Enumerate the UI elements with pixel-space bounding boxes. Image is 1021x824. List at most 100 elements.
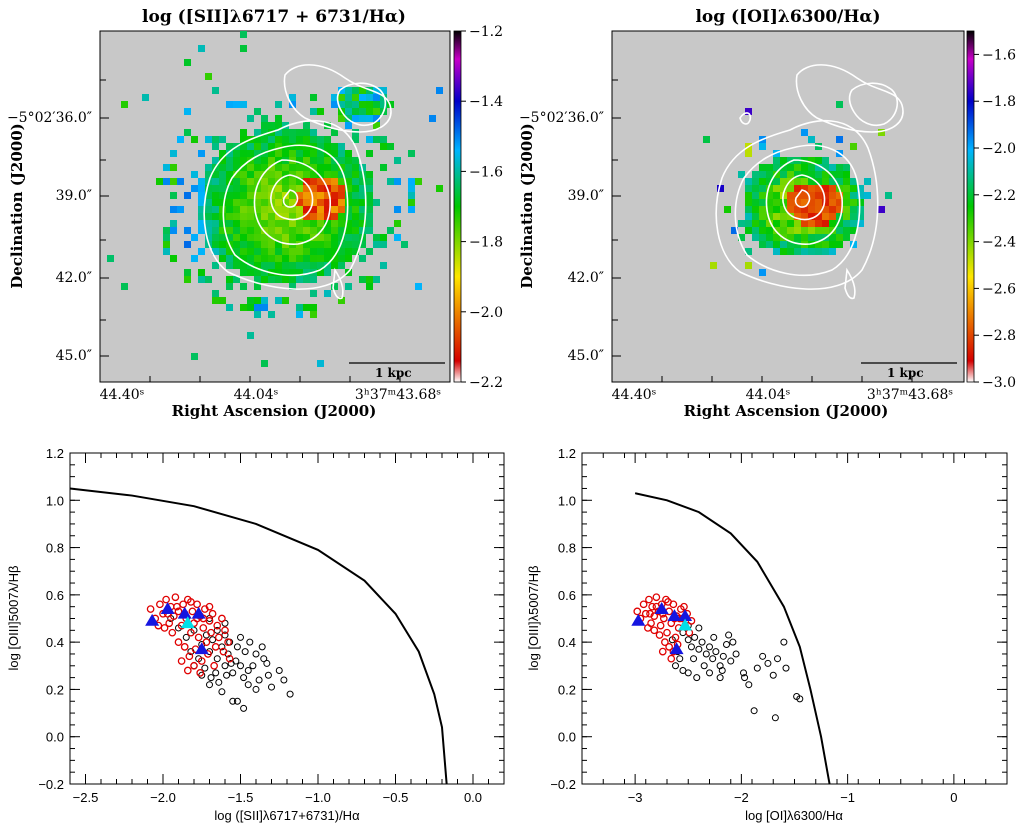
map-pixel — [310, 255, 317, 262]
map-pixel — [394, 178, 401, 185]
black-point — [753, 664, 761, 672]
map-pixel — [198, 213, 205, 220]
map-pixel — [198, 150, 205, 157]
map-pixel — [815, 220, 822, 227]
red-point — [219, 647, 228, 656]
map-pixel — [275, 269, 282, 276]
red-point — [639, 600, 648, 609]
map-pixel — [738, 220, 745, 227]
map-pixel — [878, 129, 885, 136]
map-pixel — [275, 129, 282, 136]
black-point — [258, 643, 266, 651]
black-point — [741, 674, 749, 682]
map-pixel — [282, 164, 289, 171]
map-pixel — [787, 213, 794, 220]
map-pixel — [836, 227, 843, 234]
map-pixel — [275, 206, 282, 213]
black-point — [227, 659, 235, 667]
x-tick-label: −2 — [734, 790, 749, 805]
map-pixel — [296, 220, 303, 227]
black-point — [710, 633, 718, 641]
map-pixel — [387, 227, 394, 234]
red-point — [662, 595, 670, 604]
map-pixel — [338, 115, 345, 122]
map-pixel — [247, 143, 254, 150]
scale-bar: 1 kpc — [861, 362, 957, 380]
map-pixel — [808, 220, 815, 227]
map-pixel — [198, 248, 205, 255]
map-pixel — [184, 59, 191, 66]
map-pixel — [345, 227, 352, 234]
map-pixel — [254, 227, 261, 234]
map-pixel — [268, 227, 275, 234]
map-pixel — [233, 241, 240, 248]
map-pixel — [247, 332, 254, 339]
map-pixel — [380, 94, 387, 101]
map-pixel — [184, 129, 191, 136]
map-pixel — [170, 192, 177, 199]
map-pixel — [359, 241, 366, 248]
x-tick-label: −2.0 — [150, 790, 176, 805]
map-pixel — [338, 101, 345, 108]
black-point — [676, 655, 684, 663]
map-pixel — [268, 171, 275, 178]
black-point — [769, 671, 777, 679]
map-pixel — [324, 269, 331, 276]
map-pixel — [289, 227, 296, 234]
map-pixel — [268, 150, 275, 157]
map-pixel — [205, 199, 212, 206]
blue-triangle — [669, 642, 684, 655]
map-pixel — [373, 199, 380, 206]
map-pixel — [247, 269, 254, 276]
map-pixel — [275, 171, 282, 178]
map-pixel — [352, 220, 359, 227]
black-point — [223, 671, 231, 679]
map-pixel — [415, 178, 422, 185]
map-pixel — [766, 234, 773, 241]
colorbar-tick-label: −1.6 — [982, 47, 1016, 63]
map-pixel — [345, 255, 352, 262]
map-pixel — [247, 199, 254, 206]
map-pixel — [380, 164, 387, 171]
map-pixel — [745, 220, 752, 227]
black-point — [182, 633, 190, 641]
map-pixel — [254, 178, 261, 185]
map-pixel — [205, 185, 212, 192]
map-pixel — [233, 206, 240, 213]
map-pixel — [780, 213, 787, 220]
map-pixel — [282, 241, 289, 248]
map-pixel — [296, 157, 303, 164]
map-pixel — [184, 276, 191, 283]
map-pixel — [233, 255, 240, 262]
map-pixel — [745, 108, 752, 115]
x-tick-label: 44.40ˢ — [612, 387, 657, 403]
map-pixel — [226, 304, 233, 311]
map-pixel — [773, 206, 780, 213]
x-axis-label: log [OI]λ6300/Hα — [745, 808, 843, 823]
map-pixel — [317, 150, 324, 157]
map-pixel — [254, 311, 261, 318]
map-pixel — [829, 164, 836, 171]
map-pixel — [338, 164, 345, 171]
map-pixel — [773, 234, 780, 241]
map-pixel — [303, 185, 310, 192]
map-pixel — [219, 220, 226, 227]
map-pixel — [233, 185, 240, 192]
map-pixel — [289, 276, 296, 283]
black-point — [240, 674, 248, 682]
map-pixel — [282, 150, 289, 157]
black-point — [207, 674, 215, 682]
map-pixel — [829, 248, 836, 255]
colorbar-tick-label: −2.0 — [982, 141, 1016, 157]
x-tick-label: 3ʰ37ᵐ43.68ˢ — [867, 387, 953, 403]
blue-triangle — [654, 602, 669, 614]
map-pixel — [345, 122, 352, 129]
black-point — [201, 664, 209, 672]
map-pixel — [850, 178, 857, 185]
map-pixel — [324, 164, 331, 171]
map-pixel — [745, 213, 752, 220]
map-pixel — [303, 178, 310, 185]
map-pixel — [233, 101, 240, 108]
map-pixel — [829, 192, 836, 199]
